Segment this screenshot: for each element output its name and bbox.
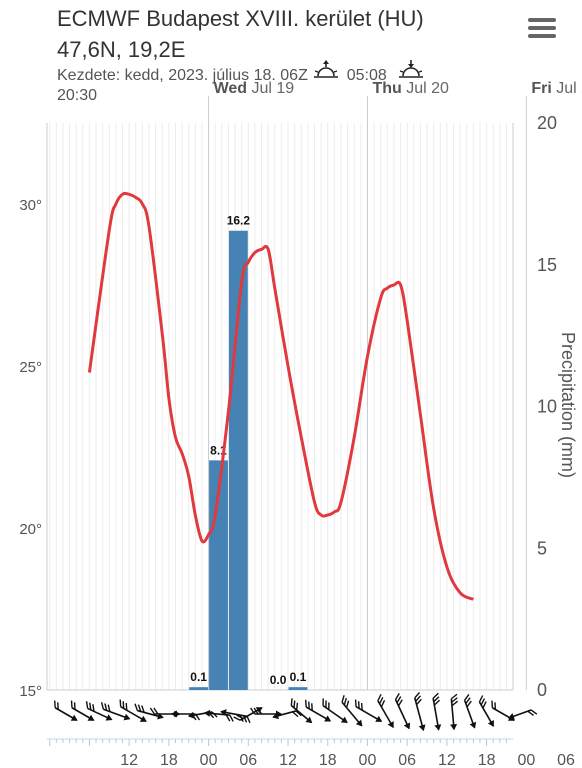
sunset-time: 20:30 <box>57 87 98 104</box>
wind-arrow-icon <box>134 703 164 720</box>
sunrise-icon <box>312 60 342 86</box>
x-tick-label: 06 <box>239 752 257 768</box>
x-tick-label: 12 <box>438 752 456 768</box>
wind-arrow-icon <box>272 710 302 720</box>
wind-arrow-icon <box>85 701 113 721</box>
sunset-icon <box>391 60 431 86</box>
precipitation-tick-label: 20 <box>537 113 557 133</box>
day-label: Wed Jul 19 <box>214 80 295 97</box>
wind-arrow-icon <box>100 702 131 721</box>
wind-arrow-icon <box>491 700 515 721</box>
day-label: Thu Jul 20 <box>372 80 449 97</box>
x-tick-label: 06 <box>398 752 416 768</box>
precipitation-data-label: 0.1 <box>290 670 307 684</box>
hamburger-menu-icon[interactable] <box>528 18 556 40</box>
x-tick-label: 00 <box>200 752 218 768</box>
precipitation-data-label: 0.1 <box>190 670 207 684</box>
wind-arrow-icon <box>220 709 251 724</box>
x-tick-label: 06 <box>557 752 575 768</box>
precipitation-data-label: 0.0 <box>270 673 287 687</box>
x-tick-label: 18 <box>478 752 496 768</box>
wind-arrow-icon <box>203 709 234 722</box>
start-time-label: Kezdete: kedd, 2023. július 18. 06Z <box>57 67 308 84</box>
wind-arrow-icon <box>432 692 442 731</box>
precipitation-axis-label: Precipitation (mm) <box>558 332 578 478</box>
wind-arrow-icon <box>119 699 147 722</box>
wind-arrow-icon <box>290 698 313 724</box>
precipitation-tick-label: 5 <box>537 538 547 558</box>
x-tick-label: 00 <box>517 752 535 768</box>
wind-arrow-icon <box>450 693 459 731</box>
temperature-tick-label: 25° <box>19 359 42 376</box>
plot-area <box>47 123 513 690</box>
wind-arrow-icon <box>478 695 495 727</box>
precipitation-tick-label: 15 <box>537 255 557 275</box>
precipitation-tick-label: 0 <box>537 680 547 700</box>
wind-arrow-icon <box>394 692 411 730</box>
wind-arrow-icon <box>377 693 394 729</box>
precipitation-data-label: 16.2 <box>227 214 251 228</box>
precipitation-bar <box>189 687 209 690</box>
wind-arrow-icon <box>187 711 218 719</box>
x-tick-label: 18 <box>160 752 178 768</box>
x-tick-label: 12 <box>120 752 138 768</box>
wind-arrow-icon <box>322 698 348 724</box>
precipitation-bar <box>288 687 308 690</box>
precipitation-tick-label: 10 <box>537 397 557 417</box>
wind-arrow-icon <box>507 709 538 720</box>
temperature-tick-label: 30° <box>19 197 42 214</box>
wind-arrow-icon <box>304 699 332 722</box>
day-label: Fri Jul 21 <box>531 80 582 97</box>
x-tick-label: 00 <box>359 752 377 768</box>
x-tick-label: 12 <box>279 752 297 768</box>
x-tick-label: 18 <box>319 752 337 768</box>
temperature-tick-label: 20° <box>19 521 42 538</box>
temperature-tick-label: 15° <box>19 683 42 700</box>
wind-arrow-icon <box>414 691 426 732</box>
wind-arrow-icon <box>70 700 95 721</box>
temperature-line <box>87 191 475 601</box>
wind-arrow-icon <box>341 695 363 727</box>
chart-title: ECMWF Budapest XVIII. kerület (HU) <box>57 6 424 31</box>
chart-coords: 47,6N, 19,2E <box>57 37 186 62</box>
wind-arrow-icon <box>354 699 383 722</box>
wind-arrow-icon <box>54 700 78 721</box>
wind-arrow-icon <box>463 694 477 729</box>
sunrise-time: 05:08 <box>346 67 387 84</box>
chart-subtitle: Kezdete: kedd, 2023. július 18. 06Z 05:0… <box>57 60 431 86</box>
